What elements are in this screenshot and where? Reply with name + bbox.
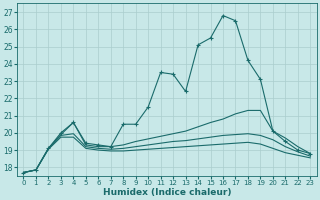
X-axis label: Humidex (Indice chaleur): Humidex (Indice chaleur) [103, 188, 231, 197]
